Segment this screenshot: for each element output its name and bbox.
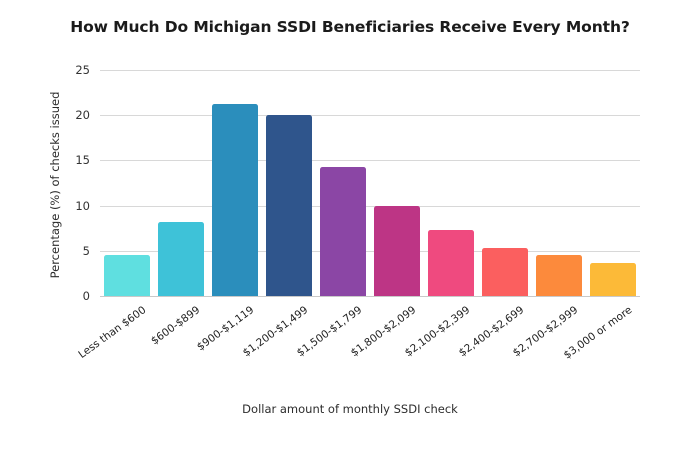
y-axis-tick-label: 0 <box>82 289 90 303</box>
x-axis-tick-label: Less than $600 <box>76 304 149 361</box>
plot-area <box>100 70 640 297</box>
gridline <box>100 115 640 117</box>
y-axis-title: Percentage (%) of checks issued <box>48 91 62 279</box>
bar[interactable] <box>211 104 259 296</box>
gridline <box>100 296 640 297</box>
bar[interactable] <box>265 115 313 296</box>
gridline <box>100 250 640 252</box>
bar[interactable] <box>103 255 151 296</box>
page-title: How Much Do Michigan SSDI Beneficiaries … <box>70 18 630 36</box>
gridline <box>100 160 640 162</box>
y-axis-tick-label: 15 <box>75 153 90 168</box>
y-axis-tick-label: 25 <box>75 63 90 77</box>
bar[interactable] <box>373 205 421 296</box>
bar[interactable] <box>427 230 475 296</box>
bar[interactable] <box>481 248 529 296</box>
x-axis-ticks: Less than $600 $600-$899 $900-$1,119 $1,200… <box>76 296 640 396</box>
bar[interactable] <box>589 263 637 296</box>
y-axis-tick-label: 10 <box>75 198 90 213</box>
x-axis-title: Dollar amount of monthly SSDI check <box>242 402 458 416</box>
y-axis-tick-label: 5 <box>82 243 90 258</box>
bar[interactable] <box>319 166 367 296</box>
y-axis-tick-label: 20 <box>75 108 90 123</box>
bar[interactable] <box>535 255 583 296</box>
x-axis-tick-label: $600-$899 <box>148 304 203 348</box>
gridline <box>100 205 640 207</box>
gridline <box>100 70 640 71</box>
bar[interactable] <box>157 221 205 296</box>
